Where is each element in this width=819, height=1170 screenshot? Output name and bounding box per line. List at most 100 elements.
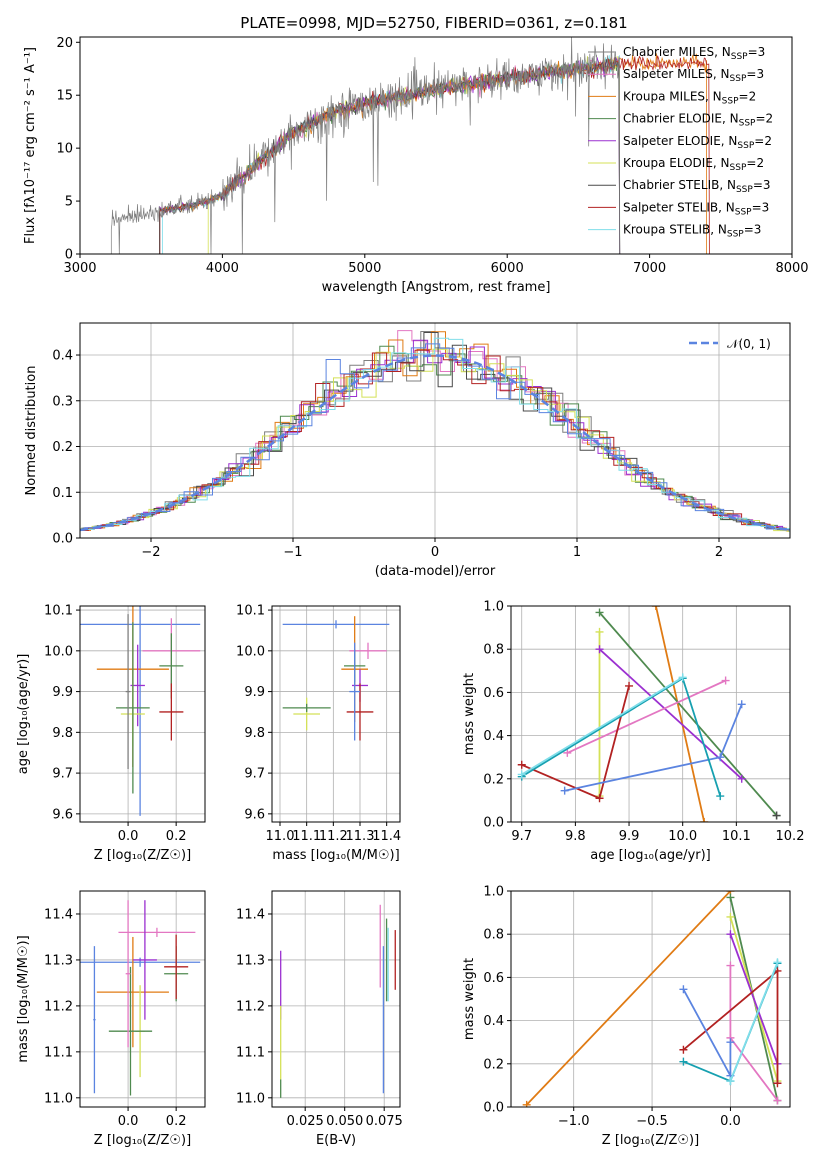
weight-marker [595,645,604,654]
plot-area [280,904,396,1098]
weight-marker [700,818,709,822]
y-tick-label: 11.4 [44,907,73,922]
x-tick-label: 0.0 [720,1114,741,1129]
y-tick-label: 0.4 [483,1014,504,1029]
error-bar-point [349,642,387,659]
y-tick-label: 0 [65,248,73,263]
y-axis-label: age [log₁₀(age/yr)] [16,654,31,775]
x-axis-label: E(B-V) [316,1133,356,1148]
y-tick-label: 0.4 [483,729,504,744]
y-tick-label: 0.2 [483,772,504,787]
x-tick-label: 11.1 [292,829,321,844]
x-tick-label: 5000 [348,261,381,276]
spectrum-panel: 3000 4000 5000 6000 7000 8000 0 5 10 15 20 waveleng… [23,36,809,295]
y-tick-label: 9.7 [52,767,73,782]
plot-area [522,891,782,1107]
weight-line [655,606,706,822]
spectrum-line-salpeter-elodie [159,57,621,254]
error-bar-point [164,934,189,999]
x-tick-label: 9.7 [511,829,532,844]
weight-line [598,611,778,817]
weight-series [595,627,604,801]
spectrum-line-chabrier-stelib [159,56,621,254]
x-axis-label: mass [log₁₀(M/M☉)] [272,848,399,863]
error-bar-point [132,900,157,1020]
y-tick-label: 20 [56,36,73,51]
weight-marker [595,627,604,636]
weight-line [729,961,779,1082]
weight-series [651,606,709,822]
axes-frame [79,605,206,823]
error-bar-point [293,697,320,731]
error-bar-point [108,966,153,1096]
legend-label: Chabrier MILES, NSSP=3 [623,45,765,62]
weight-series [522,891,735,1107]
y-tick-label: 10 [56,142,73,157]
x-tick-label: 0.2 [166,829,187,844]
error-bar-point [125,614,131,770]
weight-marker [679,985,688,994]
x-tick-label: 11.3 [346,829,375,844]
y-tick-label: 0.1 [52,486,73,501]
x-tick-label: −1.0 [558,1114,590,1129]
x-axis-label: Z [log₁₀(Z/Z☉)] [602,1133,699,1148]
age-vs-Z-panel: 0.0 0.2 9.6 9.7 9.8 9.9 10.0 10.1 Z [log₁₀(Z/Z☉)… [16,604,206,863]
error-bar-point [118,927,196,937]
x-tick-label: 0 [431,545,439,560]
weight-line [521,676,684,776]
y-tick-label: 0.2 [483,1057,504,1072]
weight-series [679,966,782,1088]
y-tick-label: 11.1 [236,1045,265,1060]
normal-curve [80,354,790,532]
spectrum-line-chabrier-elodie [159,58,621,254]
weight-marker [721,676,730,685]
weight-marker [679,1057,688,1066]
axes-frame [271,605,401,823]
age-vs-mass-panel: 11.011.111.211.311.4 9.6 9.7 9.8 9.9 10.0 10.1… [236,604,401,863]
x-tick-label: 11.0 [266,829,295,844]
y-tick-label: 10.0 [44,644,73,659]
y-tick-label: 0.8 [483,643,504,658]
axes-frame [79,890,206,1108]
weight-series [560,700,746,795]
y-tick-label: 10.1 [44,604,73,619]
y-tick-label: 9.6 [52,807,73,822]
x-tick-label: 2 [715,545,723,560]
error-bar-point [349,642,360,741]
weight-marker [517,770,526,779]
weight-series [517,681,634,803]
weight-marker [517,760,526,769]
plot-area [517,606,781,822]
x-tick-label: 4000 [206,261,239,276]
weight-marker [651,606,660,610]
error-bar-point [159,683,184,741]
weight-marker [773,1096,782,1105]
weight-line [729,965,779,1102]
weight-marker [726,1077,735,1086]
x-tick-label: 1 [573,545,581,560]
plot-area [80,900,201,1096]
histogram-steps [80,348,790,532]
residuals-panel: −2 −1 0 1 2 0.0 0.1 0.2 0.3 0.4 (data-model)/error… [24,322,791,579]
weight-line [566,679,726,754]
y-tick-label: 0.0 [483,816,504,831]
legend-label: Salpeter STELIB, NSSP=3 [623,200,769,217]
legend-label: Kroupa MILES, NSSP=2 [623,89,756,106]
weight-marker [726,961,735,970]
y-tick-label: 11.2 [236,999,265,1014]
weight-marker [595,608,604,617]
x-tick-label: 9.9 [619,829,640,844]
y-tick-label: 0.6 [483,971,504,986]
x-tick-label: 3000 [63,261,96,276]
axes-frame [79,36,793,255]
legend-label: Chabrier STELIB, NSSP=3 [623,178,771,195]
weight-series [772,811,781,820]
weight-series [563,676,730,757]
y-tick-label: 9.8 [244,726,265,741]
y-axis-label: Normed distribution [24,366,39,496]
error-bar-point [116,622,150,794]
error-bar-point [80,606,201,816]
y-tick-label: 11.3 [44,953,73,968]
weight-marker [726,930,735,939]
error-bar-point [346,683,374,741]
